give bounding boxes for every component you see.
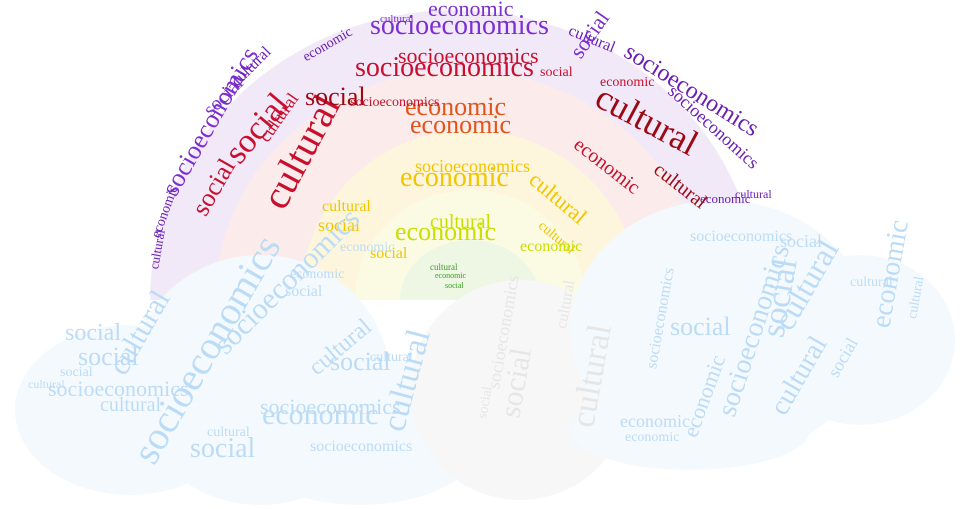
word-cultural-40: cultural: [430, 262, 458, 272]
word-socioeconomics-56: socioeconomics: [310, 438, 413, 455]
word-cultural-83: cultural: [850, 275, 893, 290]
word-social-37: social: [370, 245, 408, 262]
word-socioeconomics-16: socioeconomics: [355, 52, 534, 83]
word-cultural-33: cultural: [430, 211, 492, 233]
word-cultural-31: cultural: [524, 166, 592, 229]
word-economic-58: economic: [290, 267, 345, 282]
word-socioeconomics-0: socioeconomics: [370, 10, 549, 41]
word-economic-27: economic: [600, 75, 655, 90]
word-economic-24: economic: [569, 133, 645, 199]
word-economic-34: economic: [395, 217, 497, 246]
word-cultural-74: cultural: [764, 330, 834, 421]
word-social-54: social: [330, 347, 391, 376]
word-economic-61: economic: [340, 240, 395, 255]
word-economic-23: economic: [410, 110, 512, 139]
word-socioeconomics-51: socioeconomics: [260, 394, 401, 419]
word-socioeconomics-48: socioeconomics: [48, 376, 189, 401]
word-socioeconomics-32: socioeconomics: [415, 156, 530, 176]
word-economic-39: economic: [520, 238, 583, 255]
word-economic-50: economic: [262, 398, 379, 431]
word-social-80: social: [780, 231, 822, 251]
word-social-43: social: [65, 320, 121, 346]
word-economic-22: economic: [405, 92, 507, 121]
word-socioeconomics-81: socioeconomics: [690, 228, 793, 245]
word-cultural-49: cultural: [100, 394, 162, 416]
word-economic-76: economic: [620, 411, 690, 431]
word-social-35: social: [318, 215, 360, 235]
word-social-78: social: [823, 334, 862, 381]
word-social-42: social: [445, 281, 464, 290]
word-cultural-55: cultural: [375, 325, 438, 436]
word-cultural-79: cultural: [905, 275, 928, 320]
word-cultural-12: cultural: [735, 187, 772, 201]
word-social-21: social: [305, 82, 366, 111]
word-economic-11: economic: [700, 191, 751, 206]
word-cultural-36: cultural: [322, 198, 371, 215]
word-social-59: social: [285, 283, 323, 300]
word-cultural-67: cultural: [553, 278, 579, 330]
word-social-62: social: [60, 365, 93, 380]
word-social-52: social: [190, 433, 256, 464]
word-social-44: social: [78, 342, 139, 371]
word-economic-13: economic: [300, 24, 356, 65]
word-cultural-26: cultural: [649, 158, 712, 214]
word-social-71: social: [670, 312, 731, 341]
word-economic-82: economic: [625, 430, 680, 445]
word-cultural-65: cultural: [564, 321, 620, 431]
word-cultural-14: cultural: [380, 13, 414, 25]
word-cultural-60: cultural: [370, 350, 413, 365]
word-social-28: social: [540, 65, 573, 80]
word-cultural-57: cultural: [207, 425, 250, 440]
word-economic-41: economic: [435, 271, 467, 280]
word-socioeconomics-25: socioeconomics: [350, 95, 440, 110]
word-cultural-63: cultural: [28, 377, 65, 391]
word-socioeconomics-15: socioeconomics: [398, 43, 539, 68]
word-social-68: social: [475, 385, 496, 420]
word-economic-1: economic: [428, 0, 514, 21]
word-economic-30: economic: [400, 162, 509, 193]
